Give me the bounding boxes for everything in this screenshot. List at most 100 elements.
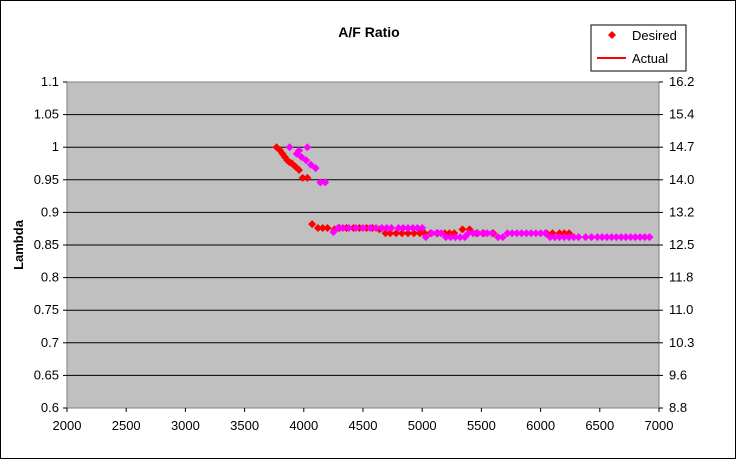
magenta-point <box>432 229 441 238</box>
magenta-point <box>508 229 517 238</box>
magenta-point <box>621 233 630 242</box>
x-tick-label: 2500 <box>112 418 141 433</box>
magenta-point <box>329 227 338 236</box>
y2-tick-label: 9.6 <box>669 367 687 382</box>
y2-tick-label: 11.0 <box>669 302 693 317</box>
magenta-point <box>418 224 427 233</box>
magenta-point <box>581 233 590 242</box>
magenta-point <box>531 229 540 238</box>
magenta-point <box>408 224 417 233</box>
x-tick-label: 7000 <box>645 418 674 433</box>
magenta-point <box>387 224 396 233</box>
desired-point <box>323 224 332 233</box>
magenta-point <box>311 164 320 173</box>
magenta-point <box>598 233 607 242</box>
y2-tick-label: 12.5 <box>669 237 694 252</box>
magenta-point <box>302 156 311 165</box>
magenta-point <box>488 229 497 238</box>
x-tick-label: 4000 <box>289 418 318 433</box>
x-tick-label: 5500 <box>467 418 496 433</box>
magenta-point <box>527 229 536 238</box>
magenta-point <box>377 224 386 233</box>
magenta-point <box>478 229 487 238</box>
desired-point <box>409 229 418 238</box>
y-tick-label: 0.75 <box>34 302 59 317</box>
y-tick-label: 0.8 <box>41 270 59 285</box>
gridlines <box>67 114 659 376</box>
magenta-point <box>593 233 602 242</box>
y-tick-label: 1 <box>52 139 59 154</box>
magenta-point <box>366 224 375 233</box>
desired-point <box>308 220 317 229</box>
magenta-point <box>441 233 450 242</box>
y2-tick-label: 10.3 <box>669 335 694 350</box>
desired-point <box>381 229 390 238</box>
magenta-point <box>334 224 343 233</box>
x-tick-label: 4500 <box>349 418 378 433</box>
magenta-point <box>512 229 521 238</box>
magenta-point <box>493 233 502 242</box>
magenta-point <box>473 229 482 238</box>
magenta-point <box>612 233 621 242</box>
magenta-point <box>607 233 616 242</box>
desired-point <box>386 229 395 238</box>
magenta-point <box>550 233 559 242</box>
desired-point <box>458 225 467 234</box>
y-tick-label: 0.6 <box>41 400 59 415</box>
magenta-point <box>446 233 455 242</box>
magenta-point <box>626 233 635 242</box>
magenta-point <box>372 224 381 233</box>
x-tick-label: 3500 <box>230 418 259 433</box>
y-tick-label: 1.1 <box>41 74 59 89</box>
magenta-point <box>382 224 391 233</box>
y-tick-label: 0.7 <box>41 335 59 350</box>
magenta-point <box>413 224 422 233</box>
desired-point <box>314 224 323 233</box>
magenta-point <box>351 224 360 233</box>
x-tick-label: 6000 <box>526 418 555 433</box>
magenta-point <box>464 229 473 238</box>
magenta-point <box>427 229 436 238</box>
magenta-point <box>631 233 640 242</box>
magenta-point <box>285 143 294 152</box>
desired-point <box>398 229 407 238</box>
magenta-point <box>587 233 596 242</box>
desired-point <box>295 166 304 175</box>
magenta-point <box>541 229 550 238</box>
magenta-point <box>555 233 564 242</box>
magenta-point <box>522 229 531 238</box>
y-tick-label: 0.85 <box>34 237 59 252</box>
y2-tick-label: 15.4 <box>669 107 694 122</box>
data-points <box>272 143 654 242</box>
magenta-point <box>303 143 312 152</box>
y-tick-label: 0.95 <box>34 172 59 187</box>
magenta-point <box>602 233 611 242</box>
magenta-point <box>421 233 430 242</box>
magenta-point <box>617 233 626 242</box>
y2-tick-label: 13.2 <box>669 204 694 219</box>
desired-point <box>318 224 327 233</box>
magenta-point <box>321 178 330 187</box>
magenta-point <box>560 233 569 242</box>
legend-box <box>590 24 687 72</box>
x-axis-ticks: 2000 2500 3000 3500 4000 4500 5000 5500 6000 6500… <box>53 408 674 433</box>
y2-tick-label: 14.0 <box>669 172 694 187</box>
x-tick-label: 2000 <box>53 418 82 433</box>
legend-actual-label: Actual <box>632 51 668 66</box>
y-axis-left-ticks: 0.6 0.65 0.7 0.75 0.8 0.85 0.9 0.95 1 1.05 1.1 <box>34 74 67 415</box>
y-tick-label: 0.65 <box>34 367 59 382</box>
x-tick-label: 6500 <box>585 418 614 433</box>
chart-title: A/F Ratio <box>338 24 399 40</box>
magenta-point <box>469 229 478 238</box>
legend-desired-marker <box>608 31 616 39</box>
magenta-point <box>636 233 645 242</box>
y-tick-label: 1.05 <box>34 107 59 122</box>
magenta-point <box>344 224 353 233</box>
magenta-point <box>394 224 403 233</box>
x-tick-label: 5000 <box>408 418 437 433</box>
magenta-point <box>403 224 412 233</box>
magenta-point <box>399 224 408 233</box>
magenta-point <box>483 229 492 238</box>
magenta-point <box>645 233 654 242</box>
